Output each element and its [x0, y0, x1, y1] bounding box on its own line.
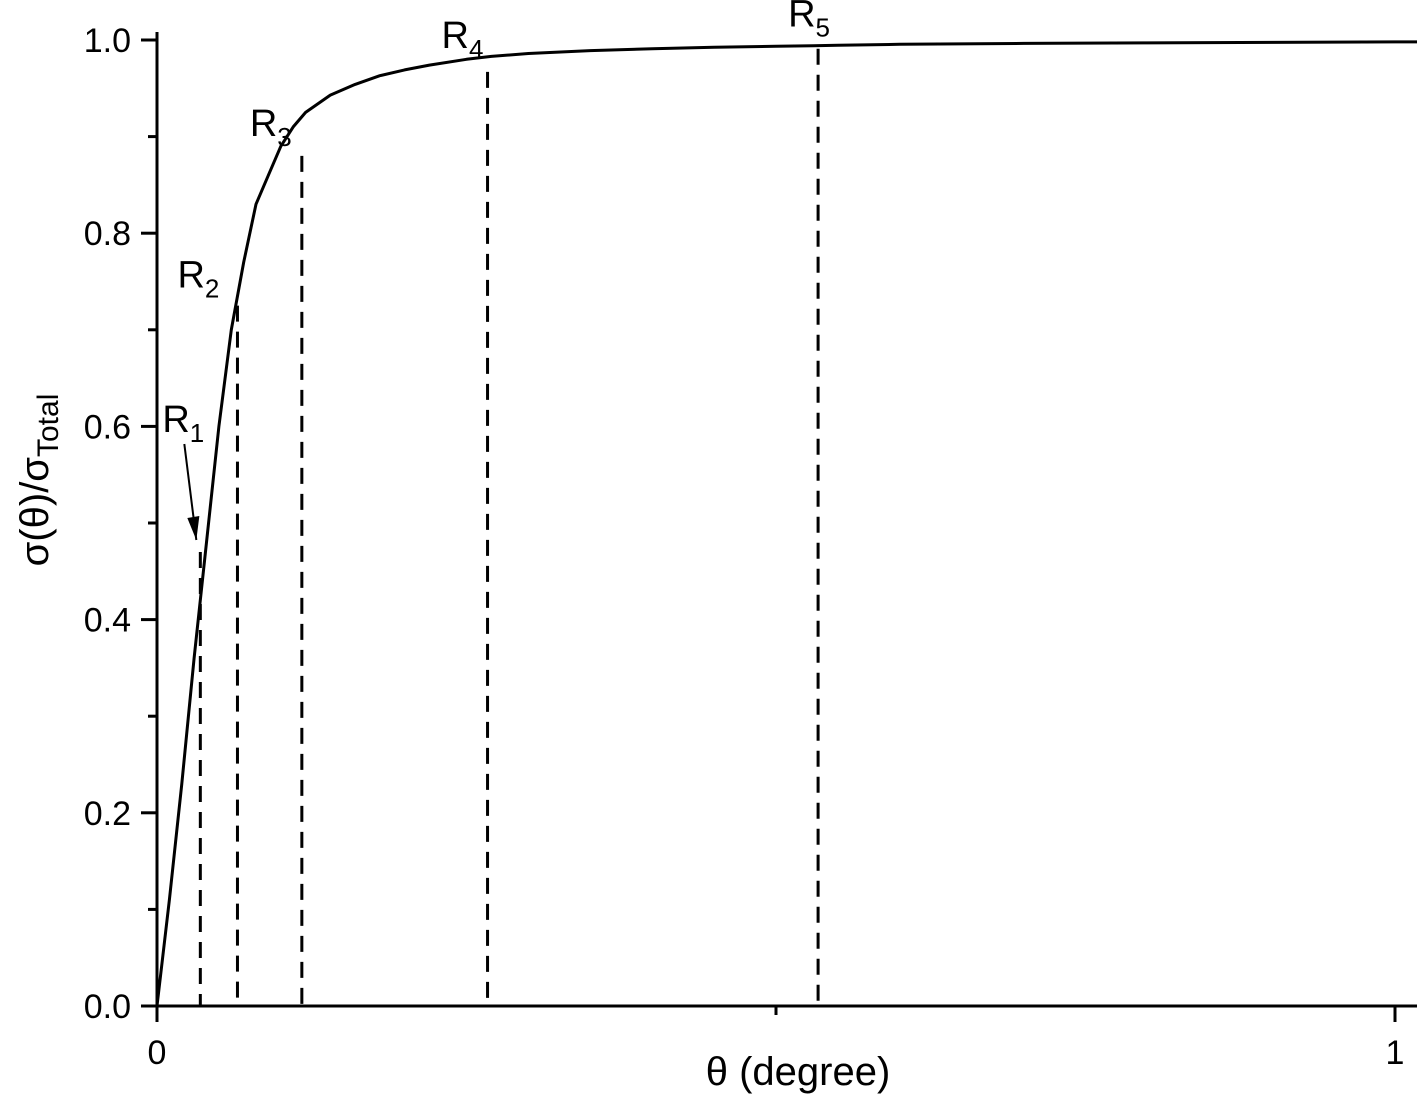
- marker-label-text: R: [250, 103, 277, 145]
- marker-label-r1: R1: [162, 399, 204, 448]
- marker-label-subscript: 5: [816, 13, 830, 43]
- y-tick-label: 0.6: [84, 408, 131, 446]
- marker-label-text: R: [162, 399, 189, 441]
- y-tick-label: 0.8: [84, 215, 131, 253]
- marker-label-subscript: 2: [205, 274, 219, 304]
- series-lines: [155, 40, 1417, 1007]
- y-axis-title-main: σ(θ)/σ: [13, 457, 57, 567]
- marker-label-subscript: 3: [277, 122, 291, 152]
- x-axis-title: θ (degree): [706, 1050, 891, 1094]
- axes: 0.0 0.2 0.4 0.6 0.8 1.0 0 1 θ (degree) σ(θ)/σTota…: [13, 22, 1417, 1094]
- y-tick-label: 0.4: [84, 602, 131, 640]
- series-line: [155, 40, 1417, 1007]
- y-tick-label: 1.0: [84, 22, 131, 60]
- marker-label-r4: R4: [442, 15, 484, 64]
- marker-lines: [198, 48, 820, 1006]
- marker-label-text: R: [788, 0, 815, 36]
- y-tick-label: 0.2: [84, 795, 131, 833]
- marker-label-text: R: [442, 15, 469, 57]
- y-tick-label: 0.0: [84, 988, 131, 1026]
- marker-label-subscript: 4: [469, 34, 483, 64]
- marker-label-r2: R2: [177, 255, 219, 304]
- marker-label-subscript: 1: [190, 418, 204, 448]
- marker-label-text: R: [177, 255, 204, 297]
- y-axis-title: σ(θ)/σTotal: [13, 394, 65, 567]
- y-axis-title-subscript: Total: [32, 394, 65, 457]
- marker-label-r3: R3: [250, 103, 292, 152]
- marker-label-r5: R5: [788, 0, 830, 43]
- x-tick-label: 0: [148, 1034, 167, 1072]
- marker-arrow-head: [187, 515, 200, 540]
- x-tick-label: 1: [1386, 1034, 1405, 1072]
